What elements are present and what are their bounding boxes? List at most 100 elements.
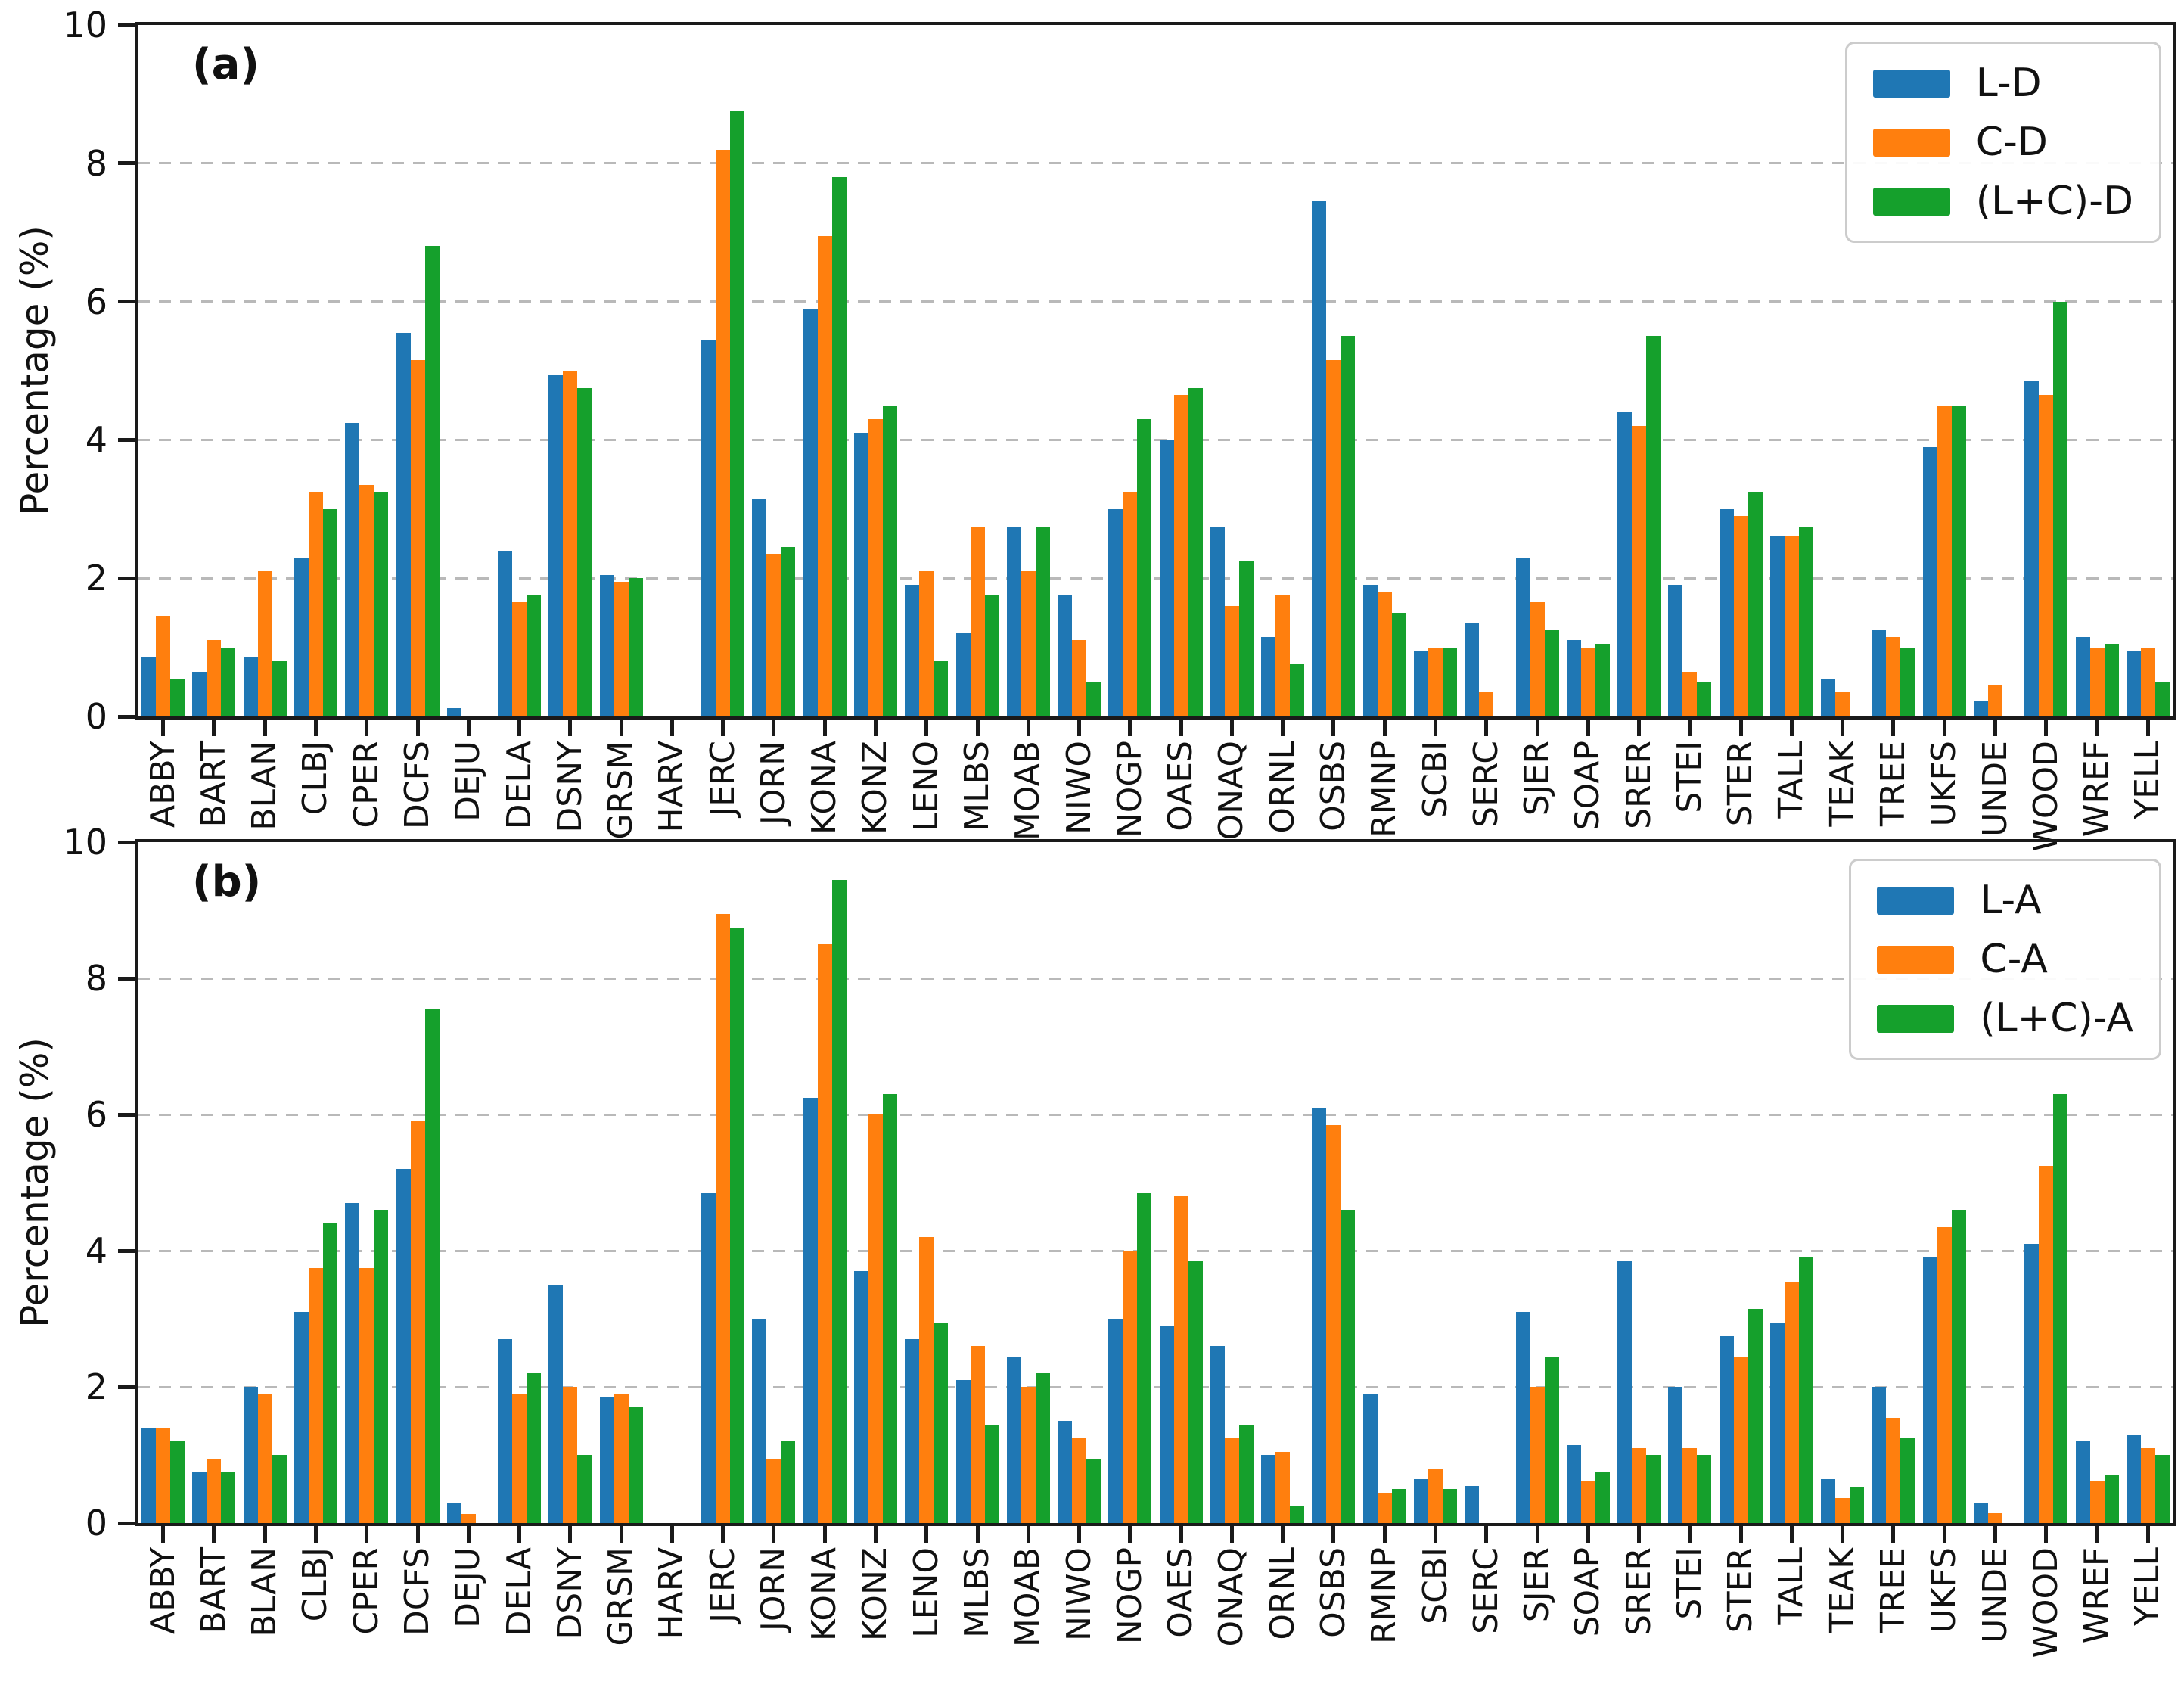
plot-area-a xyxy=(138,25,2173,716)
bar-JERC-(L+C)-D xyxy=(730,111,745,716)
bar-DSNY-(L+C)-D xyxy=(577,387,592,716)
bar-GRSM-L-D xyxy=(599,574,614,716)
bar-NIWO-C-D xyxy=(1072,640,1087,716)
bar-STEI-C-A xyxy=(1682,1448,1698,1523)
x-tick-mark-GRSM xyxy=(619,1525,623,1543)
bar-ABBY-L-A xyxy=(141,1428,157,1523)
bar-NOGP-C-D xyxy=(1123,491,1138,716)
bar-UKFS-L-D xyxy=(1922,446,1937,716)
x-tick-mark-OSBS xyxy=(1331,1525,1336,1543)
y-tick-mark-10 xyxy=(118,840,136,844)
x-tick-mark-SCBI xyxy=(1434,1525,1437,1543)
x-tick-label-DSNY: DSNY xyxy=(550,1547,589,1640)
bar-TALL-C-A xyxy=(1784,1281,1799,1523)
bar-ONAQ-C-A xyxy=(1224,1438,1239,1523)
bar-RMNP-L-D xyxy=(1362,585,1378,716)
x-tick-label-UNDE: UNDE xyxy=(1975,1547,2015,1643)
bar-DCFS-C-A xyxy=(410,1121,425,1523)
x-tick-mark-OAES xyxy=(1179,718,1183,736)
bar-BART-C-D xyxy=(207,640,222,716)
y-tick-mark-2 xyxy=(118,576,136,580)
bar-NIWO-C-A xyxy=(1072,1438,1087,1523)
x-tick-mark-CPER xyxy=(365,1525,369,1543)
x-tick-mark-HARV xyxy=(669,718,674,736)
bar-DCFS-(L+C)-A xyxy=(424,1009,440,1523)
bar-SERC-C-D xyxy=(1479,692,1494,716)
bar-BART-(L+C)-A xyxy=(221,1472,236,1523)
y-tick-mark-0 xyxy=(118,714,136,719)
x-tick-label-MLBS: MLBS xyxy=(958,1547,997,1638)
x-tick-label-KONA: KONA xyxy=(805,1547,844,1642)
bar-TEAK-C-A xyxy=(1835,1497,1850,1523)
legend-label-C-D: C-D xyxy=(1975,120,2048,165)
x-tick-label-RMNP: RMNP xyxy=(1365,1547,1404,1644)
legend-swatch-(L+C)-D xyxy=(1872,187,1950,216)
bar-KONA-L-D xyxy=(803,308,818,716)
legend-a: L-D C-D (L+C)-D xyxy=(1844,42,2161,243)
bar-YELL-L-A xyxy=(2126,1435,2141,1523)
x-tick-mark-OAES xyxy=(1179,1525,1183,1543)
x-tick-mark-YELL xyxy=(2145,1525,2150,1543)
bar-KONZ-C-A xyxy=(868,1114,883,1523)
bar-KONA-(L+C)-A xyxy=(831,879,847,1523)
x-tick-mark-DCFS xyxy=(415,718,420,736)
bar-UKFS-(L+C)-A xyxy=(1951,1210,1966,1523)
bar-WOOD-(L+C)-A xyxy=(2053,1094,2068,1523)
bar-MOAB-(L+C)-A xyxy=(1035,1373,1050,1523)
bar-SJER-(L+C)-A xyxy=(1544,1356,1559,1523)
x-tick-mark-NOGP xyxy=(1128,1525,1132,1543)
bar-CPER-L-D xyxy=(345,422,360,716)
bar-OSBS-(L+C)-D xyxy=(1341,336,1356,716)
bar-CLBJ-C-D xyxy=(308,491,323,716)
bar-LENO-L-A xyxy=(905,1339,920,1523)
x-tick-label-GRSM: GRSM xyxy=(601,1547,641,1646)
bar-STEI-(L+C)-D xyxy=(1697,682,1712,716)
bar-RMNP-(L+C)-A xyxy=(1391,1489,1406,1523)
bar-WREF-L-D xyxy=(2075,636,2090,716)
x-tick-mark-JERC xyxy=(721,718,725,736)
legend-label-C-A: C-A xyxy=(1980,937,2048,982)
x-tick-label-DEJU: DEJU xyxy=(449,1547,488,1628)
y-tick-label-10: 10 xyxy=(63,822,107,863)
x-tick-mark-WREF xyxy=(2095,1525,2099,1543)
bar-JERC-L-A xyxy=(701,1192,716,1523)
bar-STER-L-D xyxy=(1719,508,1734,716)
bar-UKFS-(L+C)-D xyxy=(1951,405,1966,716)
bar-SCBI-L-A xyxy=(1414,1478,1428,1523)
bar-NOGP-(L+C)-D xyxy=(1137,418,1152,716)
bar-WOOD-(L+C)-D xyxy=(2053,301,2068,716)
bar-MLBS-(L+C)-A xyxy=(984,1424,999,1523)
y-tick-label-0: 0 xyxy=(85,1503,107,1543)
bar-TEAK-(L+C)-A xyxy=(1850,1487,1865,1523)
bar-NIWO-(L+C)-A xyxy=(1086,1458,1101,1523)
y-tick-label-6: 6 xyxy=(85,281,107,322)
bar-SRER-L-D xyxy=(1617,412,1633,716)
bar-CPER-C-D xyxy=(359,484,374,716)
bar-OSBS-C-A xyxy=(1326,1124,1341,1523)
x-tick-mark-UKFS xyxy=(1942,1525,1946,1543)
x-tick-mark-ONAQ xyxy=(1229,1525,1234,1543)
x-tick-mark-WOOD xyxy=(2044,1525,2049,1543)
bar-SRER-L-A xyxy=(1617,1260,1633,1523)
bar-DSNY-L-D xyxy=(548,374,564,716)
x-tick-mark-TEAK xyxy=(1841,718,1845,736)
x-tick-mark-DELA xyxy=(517,718,522,736)
bar-LENO-(L+C)-D xyxy=(934,661,949,716)
bar-ORNL-C-D xyxy=(1275,595,1291,716)
bar-OAES-C-A xyxy=(1173,1196,1188,1523)
bar-SOAP-L-A xyxy=(1566,1444,1581,1523)
bar-SJER-L-A xyxy=(1515,1312,1530,1523)
bar-KONA-C-D xyxy=(817,235,832,716)
bar-OAES-(L+C)-D xyxy=(1188,387,1203,716)
bar-RMNP-C-D xyxy=(1377,592,1392,716)
bar-SCBI-C-D xyxy=(1428,647,1443,716)
bar-CLBJ-L-D xyxy=(294,557,309,716)
bar-SRER-C-D xyxy=(1632,426,1647,716)
bar-JORN-C-D xyxy=(766,554,781,716)
bar-SOAP-L-D xyxy=(1566,640,1581,716)
bar-DSNY-L-A xyxy=(548,1285,564,1523)
bar-DELA-C-A xyxy=(512,1394,527,1523)
bar-STEI-L-A xyxy=(1668,1387,1683,1523)
y-tick-mark-10 xyxy=(118,23,136,27)
bar-DEJU-L-D xyxy=(446,708,461,716)
